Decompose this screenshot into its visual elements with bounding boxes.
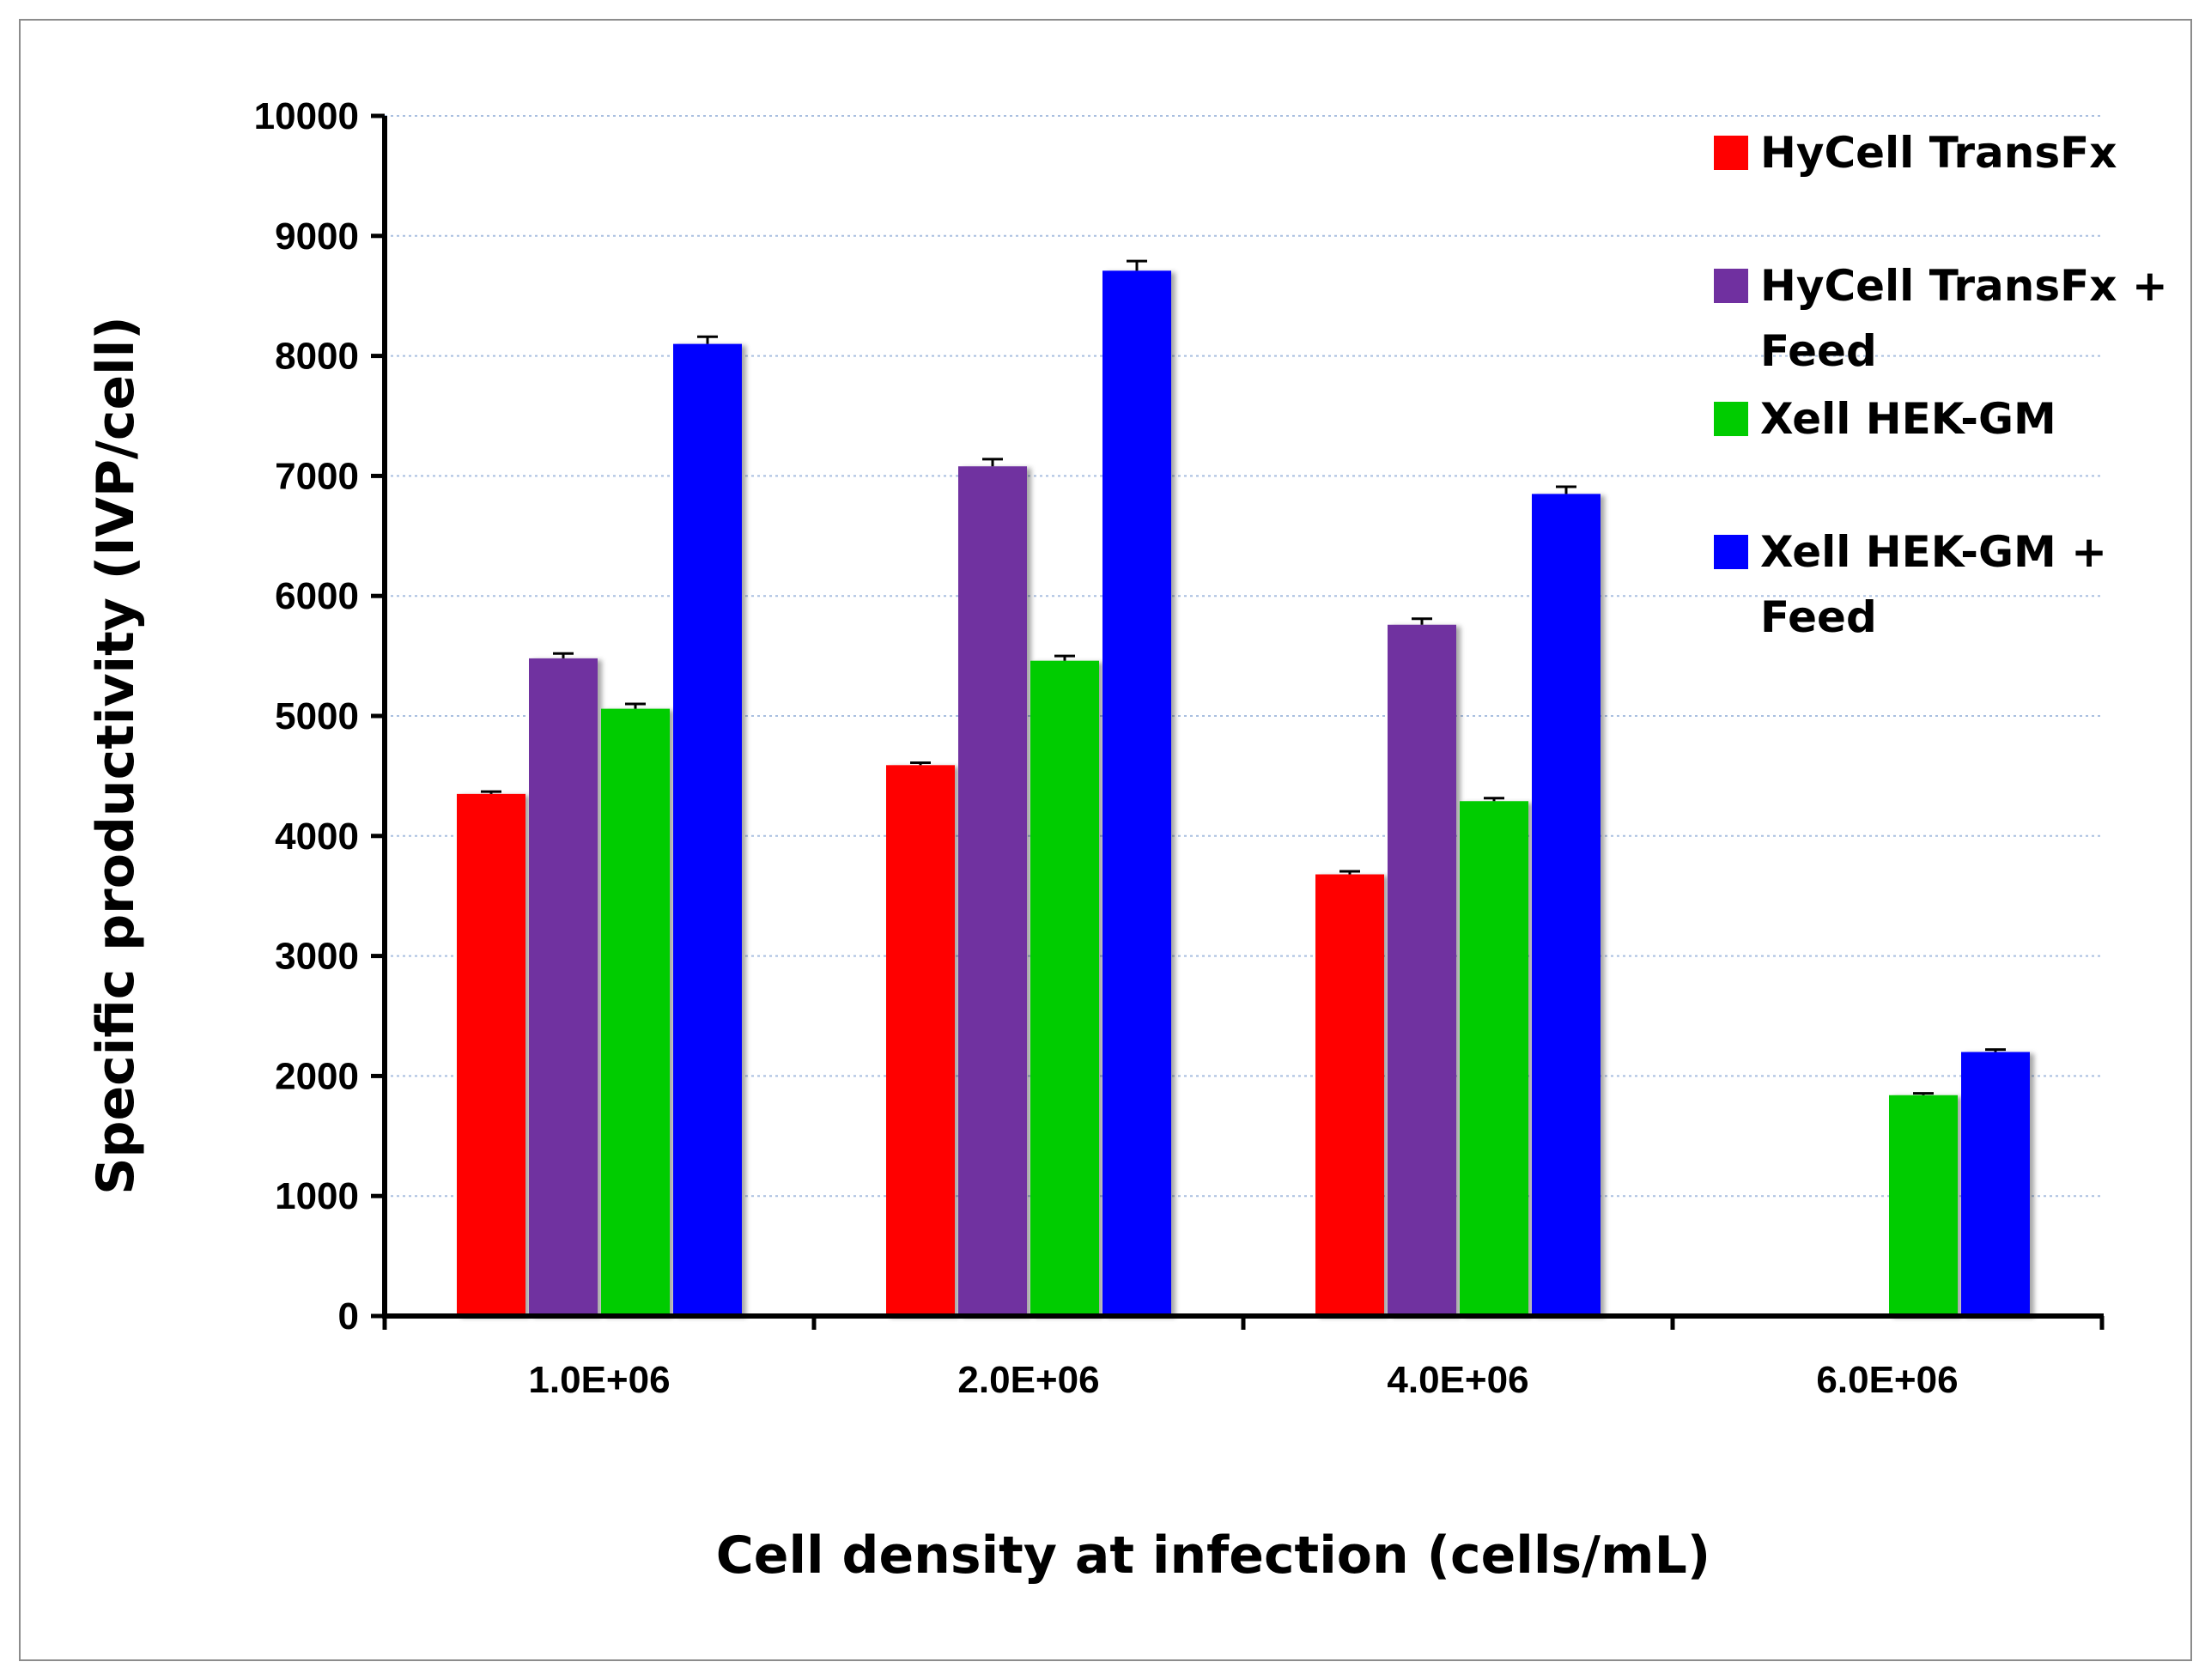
bar bbox=[457, 793, 525, 1316]
y-tick-label: 7000 bbox=[275, 455, 359, 497]
y-tick-label: 8000 bbox=[275, 336, 359, 378]
legend-label: Xell HEK-GM + bbox=[1760, 527, 2107, 577]
bar bbox=[886, 765, 955, 1316]
legend-label: Feed bbox=[1760, 592, 1877, 642]
bar bbox=[1030, 660, 1099, 1316]
bar bbox=[1102, 270, 1171, 1316]
legend-label: Xell HEK-GM bbox=[1760, 394, 2056, 444]
x-axis-title: Cell density at infection (cells/mL) bbox=[716, 1525, 1710, 1586]
legend-swatch bbox=[1714, 269, 1748, 303]
bar bbox=[958, 466, 1027, 1316]
bar bbox=[1961, 1052, 2030, 1316]
legend-label: Feed bbox=[1760, 326, 1877, 376]
bar bbox=[1889, 1095, 1958, 1316]
axes bbox=[371, 113, 2105, 1330]
y-tick-label: 3000 bbox=[275, 936, 359, 978]
tick-labels: 0 1000 2000 3000 4000 5000 6000 7000 8000 9000 100… bbox=[254, 95, 1959, 1401]
y-tick-label: 6000 bbox=[275, 575, 359, 617]
y-tick-label: 10000 bbox=[254, 95, 359, 137]
x-tick-label: 2.0E+06 bbox=[957, 1359, 1099, 1401]
legend-swatch bbox=[1714, 535, 1748, 569]
y-tick-label: 9000 bbox=[275, 215, 359, 258]
y-tick-label: 0 bbox=[338, 1295, 359, 1337]
bar bbox=[601, 708, 670, 1316]
y-tick-label: 1000 bbox=[275, 1175, 359, 1217]
legend-label: HyCell TransFx + bbox=[1760, 261, 2168, 311]
y-tick-label: 2000 bbox=[275, 1055, 359, 1097]
x-tick-label: 4.0E+06 bbox=[1387, 1359, 1528, 1401]
bar bbox=[529, 658, 598, 1316]
y-tick-label: 4000 bbox=[275, 816, 359, 858]
legend: HyCell TransFx HyCell TransFx + Feed Xell H… bbox=[1714, 128, 2168, 642]
gridlines bbox=[385, 115, 2102, 1198]
bar bbox=[1315, 874, 1384, 1316]
bar bbox=[1532, 494, 1601, 1316]
bar bbox=[673, 343, 742, 1316]
x-tick-label: 6.0E+06 bbox=[1816, 1359, 1958, 1401]
bar bbox=[1388, 624, 1456, 1316]
legend-swatch bbox=[1714, 136, 1748, 170]
y-axis-title: Specific productivity (IVP/cell) bbox=[86, 316, 146, 1194]
x-tick-label: 1.0E+06 bbox=[528, 1359, 670, 1401]
legend-label: HyCell TransFx bbox=[1760, 128, 2117, 178]
y-tick-label: 5000 bbox=[275, 695, 359, 737]
bar bbox=[1460, 801, 1528, 1316]
bars bbox=[457, 259, 2030, 1316]
legend-swatch bbox=[1714, 402, 1748, 436]
